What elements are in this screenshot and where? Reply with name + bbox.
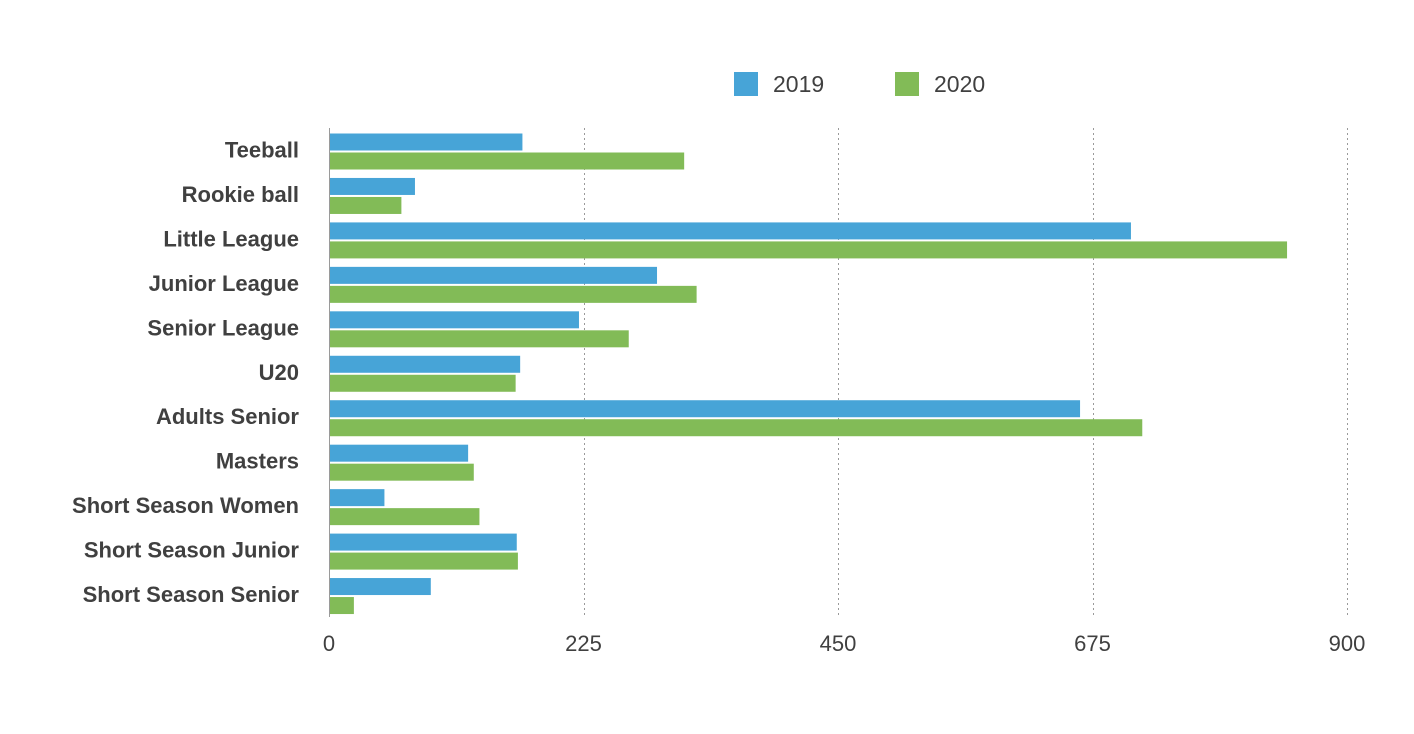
legend-swatch-2020 bbox=[895, 72, 919, 96]
category-label-adults-senior: Adults Senior bbox=[156, 404, 299, 429]
bar-u20-2019 bbox=[330, 355, 521, 373]
legend-label-2019: 2019 bbox=[773, 71, 824, 97]
category-label-u20: U20 bbox=[259, 360, 299, 385]
bar-junior-league-2020 bbox=[330, 285, 697, 303]
category-label-rookie-ball: Rookie ball bbox=[182, 182, 299, 207]
category-label-little-league: Little League bbox=[163, 226, 299, 251]
bar-teeball-2020 bbox=[330, 152, 685, 170]
bar-senior-league-2019 bbox=[330, 311, 579, 329]
bar-short-season-women-2020 bbox=[330, 508, 480, 526]
x-tick-label-900: 900 bbox=[1329, 631, 1366, 656]
category-label-teeball: Teeball bbox=[225, 138, 299, 163]
bar-teeball-2019 bbox=[330, 133, 523, 151]
category-labels: Teeball Rookie ball Little League Junior Le… bbox=[72, 138, 299, 608]
bars bbox=[330, 133, 1288, 615]
gridlines bbox=[584, 128, 1348, 617]
bar-adults-senior-2019 bbox=[330, 400, 1081, 418]
x-tick-label-450: 450 bbox=[820, 631, 857, 656]
bar-short-season-senior-2020 bbox=[330, 597, 354, 615]
bar-junior-league-2019 bbox=[330, 266, 658, 284]
bar-short-season-women-2019 bbox=[330, 489, 385, 507]
category-label-masters: Masters bbox=[216, 449, 299, 474]
bar-short-season-junior-2020 bbox=[330, 552, 518, 570]
bar-little-league-2019 bbox=[330, 222, 1131, 240]
bar-senior-league-2020 bbox=[330, 330, 629, 348]
legend-label-2020: 2020 bbox=[934, 71, 985, 97]
category-label-junior-league: Junior League bbox=[149, 271, 299, 296]
bar-short-season-senior-2019 bbox=[330, 578, 431, 596]
category-label-short-season-women: Short Season Women bbox=[72, 493, 299, 518]
x-tick-label-0: 0 bbox=[323, 631, 335, 656]
category-label-senior-league: Senior League bbox=[147, 315, 299, 340]
bar-adults-senior-2020 bbox=[330, 419, 1143, 437]
category-label-short-season-junior: Short Season Junior bbox=[84, 538, 300, 563]
bar-u20-2020 bbox=[330, 374, 516, 392]
bar-masters-2020 bbox=[330, 463, 474, 481]
bar-rookie-ball-2020 bbox=[330, 196, 402, 214]
category-label-short-season-senior: Short Season Senior bbox=[83, 582, 300, 607]
bar-masters-2019 bbox=[330, 444, 469, 462]
legend: 2019 2020 bbox=[734, 71, 985, 97]
x-tick-label-675: 675 bbox=[1074, 631, 1111, 656]
x-tick-labels: 0 225 450 675 900 bbox=[323, 631, 1365, 656]
bar-short-season-junior-2019 bbox=[330, 533, 517, 551]
bar-little-league-2020 bbox=[330, 241, 1288, 259]
bar-rookie-ball-2019 bbox=[330, 177, 415, 195]
legend-swatch-2019 bbox=[734, 72, 758, 96]
x-tick-label-225: 225 bbox=[565, 631, 602, 656]
